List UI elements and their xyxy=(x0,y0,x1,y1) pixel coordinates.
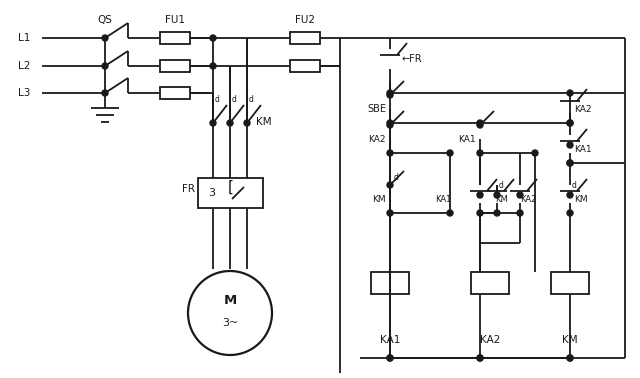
Text: FU2: FU2 xyxy=(295,15,315,25)
Circle shape xyxy=(567,90,573,96)
Circle shape xyxy=(567,120,573,126)
Circle shape xyxy=(387,210,393,216)
Text: KM: KM xyxy=(256,117,271,127)
Text: KA2: KA2 xyxy=(574,104,591,113)
Circle shape xyxy=(102,35,108,41)
Circle shape xyxy=(477,210,483,216)
Text: M: M xyxy=(223,294,237,307)
Circle shape xyxy=(387,355,393,361)
Circle shape xyxy=(494,192,500,198)
Text: L1: L1 xyxy=(18,33,30,43)
Circle shape xyxy=(477,150,483,156)
Text: KA1: KA1 xyxy=(458,135,476,144)
Circle shape xyxy=(567,355,573,361)
Circle shape xyxy=(532,150,538,156)
Circle shape xyxy=(567,120,573,126)
Text: [: [ xyxy=(228,180,234,195)
Text: QS: QS xyxy=(97,15,113,25)
Bar xyxy=(160,87,190,99)
Text: KM: KM xyxy=(562,335,578,345)
Text: d: d xyxy=(572,181,577,189)
Circle shape xyxy=(567,210,573,216)
Text: KA2: KA2 xyxy=(369,135,386,144)
Circle shape xyxy=(494,210,500,216)
Text: KA1: KA1 xyxy=(574,144,591,153)
Text: FU1: FU1 xyxy=(165,15,185,25)
Circle shape xyxy=(477,192,483,198)
Circle shape xyxy=(244,120,250,126)
Circle shape xyxy=(567,142,573,148)
Circle shape xyxy=(517,210,523,216)
Circle shape xyxy=(387,120,393,126)
Circle shape xyxy=(387,122,393,128)
Text: KA2: KA2 xyxy=(480,335,500,345)
Circle shape xyxy=(447,210,453,216)
Text: L2: L2 xyxy=(18,61,30,71)
Text: d: d xyxy=(394,172,399,181)
Text: FR: FR xyxy=(182,184,195,194)
Bar xyxy=(371,272,409,294)
Text: d: d xyxy=(215,94,220,104)
Text: 3: 3 xyxy=(208,188,215,198)
Text: KM: KM xyxy=(495,195,508,203)
Circle shape xyxy=(387,90,393,96)
Text: KA1: KA1 xyxy=(380,335,400,345)
Circle shape xyxy=(477,355,483,361)
Circle shape xyxy=(477,355,483,361)
Circle shape xyxy=(387,150,393,156)
Text: d: d xyxy=(499,181,504,189)
Circle shape xyxy=(567,192,573,198)
Circle shape xyxy=(387,182,393,188)
Circle shape xyxy=(210,35,216,41)
Circle shape xyxy=(477,122,483,128)
Text: d: d xyxy=(249,94,254,104)
Text: KM: KM xyxy=(372,195,386,203)
Bar xyxy=(551,272,589,294)
Circle shape xyxy=(567,160,573,166)
Bar xyxy=(160,60,190,72)
Bar xyxy=(290,32,320,44)
Text: L3: L3 xyxy=(18,88,30,98)
Text: 3~: 3~ xyxy=(222,318,238,328)
Circle shape xyxy=(387,92,393,98)
Circle shape xyxy=(210,120,216,126)
Circle shape xyxy=(477,120,483,126)
Text: KA2: KA2 xyxy=(520,195,536,203)
Circle shape xyxy=(567,160,573,166)
Text: SBE: SBE xyxy=(367,104,386,114)
Circle shape xyxy=(210,63,216,69)
Bar xyxy=(471,272,509,294)
Text: ←FR: ←FR xyxy=(402,54,422,64)
Circle shape xyxy=(567,355,573,361)
Circle shape xyxy=(517,192,523,198)
Bar xyxy=(198,178,262,208)
Text: KA1: KA1 xyxy=(436,195,452,203)
Bar xyxy=(160,32,190,44)
Text: KM: KM xyxy=(574,195,588,203)
Circle shape xyxy=(227,120,233,126)
Bar xyxy=(290,60,320,72)
Text: d: d xyxy=(232,94,237,104)
Circle shape xyxy=(102,63,108,69)
Circle shape xyxy=(387,355,393,361)
Circle shape xyxy=(102,90,108,96)
Circle shape xyxy=(447,150,453,156)
